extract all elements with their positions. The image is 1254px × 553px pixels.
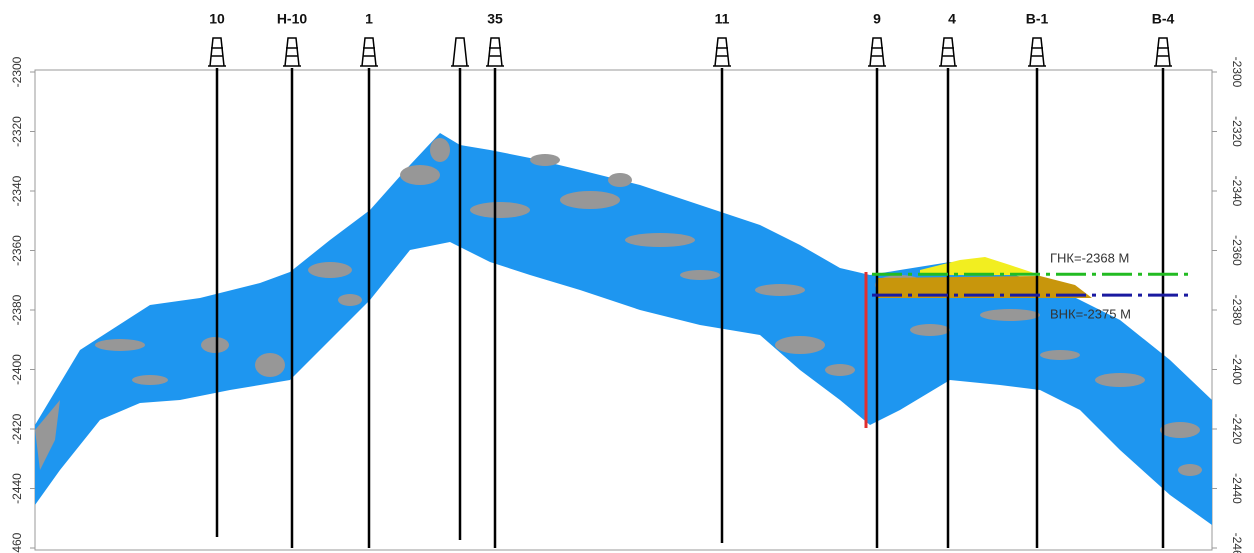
y-tick-label: -2420: [10, 413, 24, 444]
y-tick-label: -2340: [10, 175, 24, 206]
y-tick-label: -2400: [10, 354, 24, 385]
contact-label: ВНК=-2375 М: [1050, 307, 1131, 322]
rig-icon: [868, 38, 886, 66]
rig-icon: [360, 38, 378, 66]
rig-icon: [939, 38, 957, 66]
y-tick-label: -2340: [1230, 176, 1244, 207]
rig-icon: [283, 38, 301, 66]
y-tick-label: -2420: [1230, 414, 1244, 445]
well-label: 11: [715, 11, 730, 27]
y-tick-label: -2360: [10, 235, 24, 266]
rig-icon: [208, 38, 226, 66]
rig-icon: [713, 38, 731, 66]
well-label: 1: [365, 11, 373, 27]
y-tick-label: -2300: [1230, 57, 1244, 88]
well-label: В-1: [1026, 11, 1049, 27]
rig-icon: [1028, 38, 1046, 66]
gas-cap: [920, 257, 1040, 275]
well-label: 4: [948, 11, 956, 27]
y-tick-label: -2400: [1230, 354, 1244, 385]
rig-icon: [486, 38, 504, 66]
contact-label: ГНК=-2368 М: [1050, 251, 1129, 266]
well-label: 10: [209, 11, 225, 27]
well-label: В-4: [1152, 11, 1175, 27]
formation: [35, 133, 1212, 525]
well-label: Н-10: [277, 11, 308, 27]
y-tick-label: -2380: [10, 294, 24, 325]
rig-icon: [451, 38, 469, 66]
y-tick-label: -2440: [10, 473, 24, 504]
y-tick-label: -2360: [1230, 235, 1244, 266]
y-tick-label: -2440: [1230, 473, 1244, 504]
y-tick-label: -2380: [1230, 295, 1244, 326]
well-label: 9: [873, 11, 881, 27]
y-tick-label: -2320: [1230, 116, 1244, 147]
cross-section: -2300 -2300 -2320 -2320 -2340 -2340 -2360 -2360…: [0, 0, 1254, 553]
y-tick-label: -2460: [10, 532, 24, 553]
y-tick-label: -2320: [10, 116, 24, 147]
y-tick-label: -2300: [10, 56, 24, 87]
y-tick-label: -2460: [1230, 533, 1244, 553]
well-label: 35: [487, 11, 503, 27]
rig-icon: [1154, 38, 1172, 66]
